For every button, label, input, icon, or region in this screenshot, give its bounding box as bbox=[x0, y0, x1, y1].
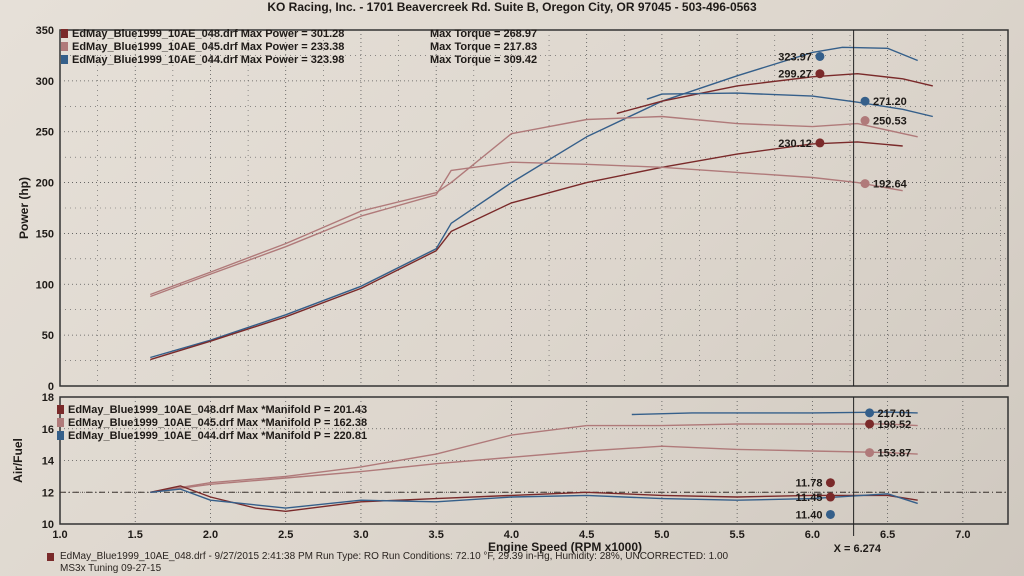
airfuel-cursor-marker bbox=[825, 478, 835, 488]
airfuel-cursor-value: 198.52 bbox=[878, 419, 912, 431]
power-legend-swatch bbox=[61, 29, 68, 38]
x-tick-label: 1.5 bbox=[128, 529, 143, 541]
power-cursor-marker bbox=[860, 179, 870, 189]
power-legend-torque: Max Torque = 268.97 bbox=[430, 28, 537, 40]
power-series-line bbox=[150, 46, 918, 359]
footer-run-info: EdMay_Blue1999_10AE_048.drf - 9/27/2015 … bbox=[60, 551, 729, 562]
airfuel-cursor-marker bbox=[825, 492, 835, 502]
power-y-axis-label: Power (hp) bbox=[17, 177, 31, 239]
power-cursor-marker bbox=[860, 96, 870, 106]
x-tick-label: 1.0 bbox=[52, 529, 67, 541]
power-y-tick-label: 350 bbox=[36, 25, 54, 37]
airfuel-y-tick-label: 14 bbox=[42, 456, 55, 468]
power-series-line bbox=[150, 141, 903, 361]
power-cursor-marker bbox=[815, 51, 825, 61]
airfuel-series-line bbox=[150, 423, 918, 493]
airfuel-legend-entry: EdMay_Blue1999_10AE_048.drf Max *Manifol… bbox=[68, 404, 367, 416]
power-legend-swatch bbox=[61, 55, 68, 64]
x-tick-label: 5.5 bbox=[729, 529, 744, 541]
power-cursor-value: 299.27 bbox=[778, 69, 812, 81]
power-y-tick-label: 100 bbox=[36, 279, 54, 291]
power-y-tick-label: 0 bbox=[48, 381, 54, 393]
power-y-tick-label: 300 bbox=[36, 76, 54, 88]
airfuel-cursor-value: 11.40 bbox=[796, 509, 823, 521]
power-cursor-value: 192.64 bbox=[873, 179, 908, 191]
power-series-line bbox=[150, 115, 918, 296]
power-cursor-marker bbox=[860, 116, 870, 126]
x-tick-label: 2.0 bbox=[203, 529, 218, 541]
airfuel-series-line bbox=[631, 411, 918, 416]
footer-run-swatch bbox=[47, 553, 54, 561]
airfuel-cursor-marker bbox=[865, 448, 875, 458]
airfuel-series-line bbox=[150, 488, 918, 509]
airfuel-y-tick-label: 10 bbox=[42, 519, 54, 531]
power-y-tick-label: 200 bbox=[36, 178, 54, 190]
power-cursor-value: 230.12 bbox=[778, 138, 812, 150]
power-series-line bbox=[646, 92, 933, 118]
power-y-tick-label: 50 bbox=[42, 330, 54, 342]
power-series-line bbox=[150, 161, 903, 298]
x-tick-label: 4.5 bbox=[579, 529, 594, 541]
x-tick-label: 2.5 bbox=[278, 529, 293, 541]
airfuel-cursor-marker bbox=[865, 408, 875, 418]
power-y-tick-label: 250 bbox=[36, 127, 54, 139]
power-legend-torque: Max Torque = 217.83 bbox=[430, 41, 537, 53]
airfuel-series-line bbox=[150, 445, 918, 493]
airfuel-cursor-value: 11.45 bbox=[796, 492, 823, 504]
airfuel-cursor-marker bbox=[825, 509, 835, 519]
airfuel-cursor-value: 153.87 bbox=[878, 448, 912, 460]
x-tick-label: 6.0 bbox=[805, 529, 820, 541]
airfuel-legend-entry: EdMay_Blue1999_10AE_044.drf Max *Manifol… bbox=[68, 430, 367, 442]
airfuel-cursor-value: 11.78 bbox=[796, 478, 823, 490]
power-legend-run: EdMay_Blue1999_10AE_048.drf Max Power = … bbox=[72, 28, 344, 40]
airfuel-y-tick-label: 12 bbox=[42, 487, 54, 499]
shop-header: KO Racing, Inc. - 1701 Beavercreek Rd. S… bbox=[267, 0, 757, 14]
footer-note: MS3x Tuning 09-27-15 bbox=[60, 563, 162, 574]
power-cursor-value: 323.97 bbox=[778, 51, 812, 63]
airfuel-legend-swatch bbox=[57, 431, 64, 440]
power-legend-swatch bbox=[61, 42, 68, 51]
power-cursor-marker bbox=[815, 69, 825, 79]
x-axis-label: Engine Speed (RPM x1000) bbox=[488, 540, 642, 554]
power-cursor-marker bbox=[815, 138, 825, 148]
airfuel-cursor-marker bbox=[865, 419, 875, 429]
power-series-line bbox=[616, 73, 933, 115]
airfuel-legend-swatch bbox=[57, 418, 64, 427]
x-tick-label: 4.0 bbox=[504, 529, 519, 541]
airfuel-y-tick-label: 18 bbox=[42, 392, 54, 404]
power-y-tick-label: 150 bbox=[36, 228, 54, 240]
power-cursor-value: 250.53 bbox=[873, 116, 907, 128]
airfuel-cursor-value: 217.01 bbox=[878, 408, 912, 420]
power-legend-torque: Max Torque = 309.42 bbox=[430, 54, 537, 66]
x-tick-label: 3.0 bbox=[353, 529, 368, 541]
power-legend-run: EdMay_Blue1999_10AE_045.drf Max Power = … bbox=[72, 41, 344, 53]
power-cursor-value: 271.20 bbox=[873, 96, 907, 108]
airfuel-legend-swatch bbox=[57, 405, 64, 414]
cursor-x-readout: X = 6.274 bbox=[834, 543, 882, 555]
power-legend-run: EdMay_Blue1999_10AE_044.drf Max Power = … bbox=[72, 54, 344, 66]
x-tick-label: 6.5 bbox=[880, 529, 895, 541]
airfuel-y-axis-label: Air/Fuel bbox=[11, 438, 25, 483]
x-tick-label: 5.0 bbox=[654, 529, 669, 541]
x-tick-label: 7.0 bbox=[955, 529, 970, 541]
airfuel-legend-entry: EdMay_Blue1999_10AE_045.drf Max *Manifol… bbox=[68, 417, 367, 429]
airfuel-y-tick-label: 16 bbox=[42, 424, 54, 436]
airfuel-series-line bbox=[150, 485, 918, 512]
x-tick-label: 3.5 bbox=[429, 529, 444, 541]
